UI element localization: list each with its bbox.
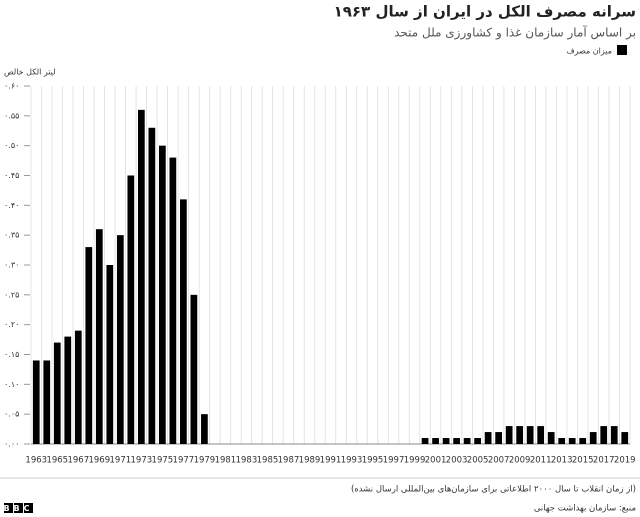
- bar: [442, 438, 450, 444]
- x-tick-label: 1965: [46, 456, 68, 466]
- x-tick-label: 1999: [404, 456, 426, 466]
- bar: [169, 157, 177, 444]
- bar: [621, 432, 629, 444]
- bar: [610, 426, 618, 444]
- x-tick-label: 2017: [593, 456, 615, 466]
- bar: [32, 360, 40, 444]
- x-tick-label: 2007: [488, 456, 510, 466]
- bar: [505, 426, 513, 444]
- x-tick-label: 2015: [572, 456, 594, 466]
- bar: [95, 229, 103, 444]
- x-tick-label: 1977: [173, 456, 195, 466]
- y-tick-label: ۰.۳۰: [4, 261, 19, 270]
- chart-title: سرانه مصرف الکل در ایران از سال ۱۹۶۳: [334, 3, 636, 21]
- bar: [85, 247, 93, 444]
- x-tick-label: 1963: [25, 456, 47, 466]
- x-tick-label: 1973: [131, 456, 153, 466]
- x-tick-label: 2009: [509, 456, 531, 466]
- bar: [589, 432, 597, 444]
- bar: [516, 426, 524, 444]
- x-tick-label: 2019: [614, 456, 636, 466]
- x-tick-label: 1989: [299, 456, 321, 466]
- x-tick-label: 1993: [341, 456, 363, 466]
- y-tick-label: ۰.۰۵: [4, 410, 19, 419]
- x-tick-label: 1985: [257, 456, 279, 466]
- x-tick-label: 1969: [88, 456, 110, 466]
- legend-swatch: [617, 45, 627, 55]
- x-tick-label: 1995: [362, 456, 384, 466]
- x-tick-label: 1967: [67, 456, 89, 466]
- y-tick-label: ۰.۰۰: [4, 440, 19, 449]
- bar: [190, 294, 198, 444]
- bar: [579, 438, 587, 444]
- bar: [421, 438, 429, 444]
- x-tick-label: 1979: [194, 456, 216, 466]
- bar: [180, 199, 187, 444]
- bar: [116, 235, 124, 444]
- bar: [558, 438, 566, 444]
- y-tick-label: ۰.۲۵: [4, 290, 19, 299]
- y-tick-label: ۰.۴۵: [4, 171, 19, 180]
- x-tick-label: 1981: [215, 456, 237, 466]
- bar: [484, 432, 492, 444]
- bar: [547, 432, 555, 444]
- logo: BBC: [3, 503, 33, 513]
- bar: [137, 109, 145, 444]
- x-tick-label: 1975: [152, 456, 174, 466]
- x-tick-label: 2001: [425, 456, 447, 466]
- x-tick-label: 1991: [320, 456, 342, 466]
- y-tick-label: ۰.۱۰: [4, 380, 19, 389]
- bar: [526, 426, 534, 444]
- y-tick-label: ۰.۲۰: [4, 320, 19, 329]
- x-tick-label: 2011: [530, 456, 552, 466]
- y-tick-label: ۰.۱۵: [4, 350, 19, 359]
- bar: [474, 438, 481, 444]
- y-tick-label: ۰.۶۰: [4, 82, 19, 91]
- x-tick-label: 2003: [446, 456, 468, 466]
- note: (از زمان انقلاب تا سال ۲۰۰۰ اطلاعاتی برا…: [351, 485, 636, 495]
- y-tick-label: ۰.۵۰: [4, 141, 19, 150]
- x-tick-label: 1987: [278, 456, 300, 466]
- x-tick-label: 2005: [467, 456, 489, 466]
- bar: [106, 265, 114, 444]
- y-tick-label: ۰.۴۰: [4, 201, 19, 210]
- bar: [43, 360, 51, 444]
- x-tick-label: 1997: [383, 456, 405, 466]
- bar: [64, 336, 72, 444]
- source: منبع: سازمان بهداشت جهانی: [534, 504, 636, 514]
- logo-text: BBC: [3, 504, 33, 513]
- bar: [537, 426, 545, 444]
- legend-label: میزان مصرف: [566, 47, 612, 56]
- bar: [127, 175, 135, 444]
- x-tick-label: 1971: [110, 456, 132, 466]
- bar: [432, 438, 439, 444]
- bar: [495, 432, 503, 444]
- bar: [148, 127, 156, 445]
- chart-subtitle: بر اساس آمار سازمان غذا و کشاورزی ملل مت…: [394, 25, 636, 41]
- y-axis-label: لیتر الکل خالص: [4, 68, 56, 77]
- x-tick-label: 1983: [236, 456, 258, 466]
- bar: [600, 426, 608, 444]
- bar: [74, 330, 82, 444]
- bar: [201, 414, 208, 444]
- bar: [463, 438, 471, 444]
- bar: [453, 438, 460, 444]
- bar: [568, 438, 576, 444]
- x-tick-label: 2013: [551, 456, 573, 466]
- bar: [53, 342, 61, 444]
- bar: [158, 145, 166, 444]
- y-tick-label: ۰.۳۵: [4, 231, 19, 240]
- y-tick-label: ۰.۵۵: [4, 111, 19, 120]
